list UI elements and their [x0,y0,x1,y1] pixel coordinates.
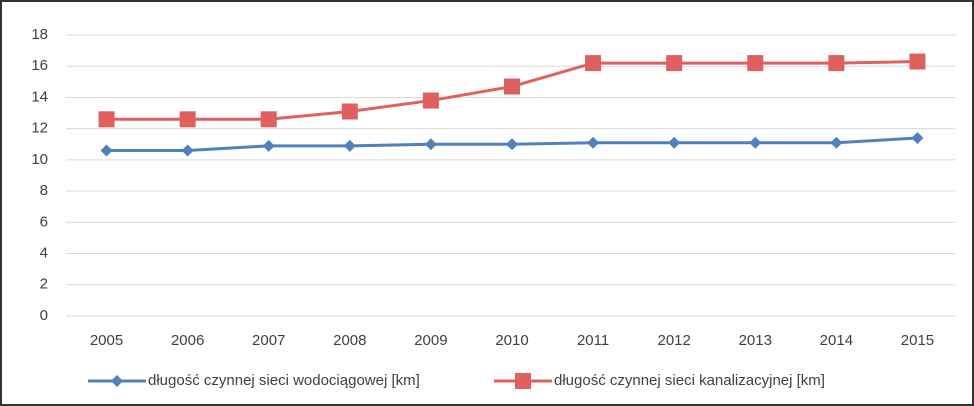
marker [585,55,602,72]
y-tick-label: 10 [31,151,48,168]
marker [422,92,439,109]
y-tick-label: 16 [31,57,48,74]
y-tick-label: 14 [31,88,48,105]
x-tick-label: 2006 [171,332,204,349]
x-tick-label: 2007 [252,332,285,349]
marker [828,55,845,72]
x-tick-label: 2014 [820,332,853,349]
marker [179,111,196,128]
marker [911,132,924,145]
marker [668,136,681,149]
legend-label: długość czynnej sieci wodociągowej [km] [148,372,420,389]
marker [587,136,600,149]
y-tick-label: 6 [40,213,48,230]
marker [666,55,683,72]
marker [506,138,518,151]
marker [424,138,437,151]
marker [909,53,926,70]
marker [749,136,762,149]
marker [343,139,356,152]
marker [100,144,113,157]
x-tick-label: 2015 [901,332,934,349]
marker [341,103,358,120]
y-tick-label: 4 [40,245,48,262]
x-tick-label: 2009 [414,332,447,349]
x-tick-label: 2011 [577,332,609,349]
marker [181,144,194,157]
x-tick-label: 2008 [333,332,366,349]
marker [504,78,520,95]
x-tick-label: 2010 [495,332,528,349]
y-tick-label: 12 [31,120,48,137]
x-tick-label: 2005 [90,332,123,349]
marker [260,111,277,128]
marker [747,55,764,72]
marker [830,136,843,149]
y-tick-label: 2 [40,276,48,293]
y-tick-label: 0 [40,307,48,324]
marker [262,139,275,152]
marker [515,373,531,389]
marker [111,375,123,387]
legend-label: długość czynnej sieci kanalizacyjnej [km… [554,372,825,389]
x-tick-label: 2013 [739,332,772,349]
y-tick-label: 18 [31,26,48,43]
y-tick-label: 8 [40,182,48,199]
marker [98,111,115,128]
x-tick-label: 2012 [657,332,690,349]
